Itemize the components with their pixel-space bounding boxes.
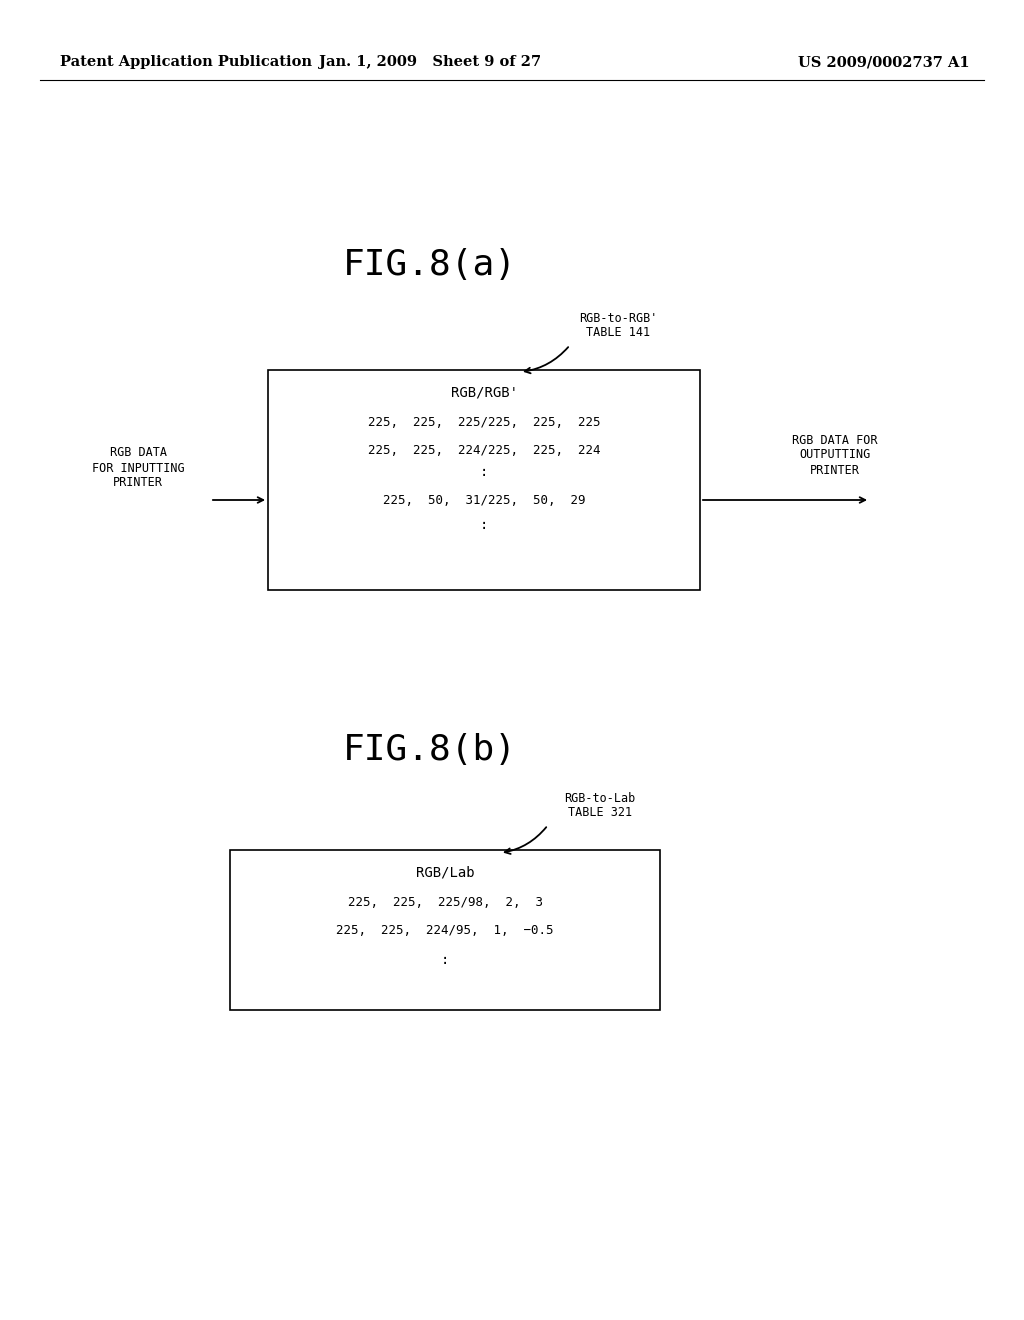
- Text: RGB/Lab: RGB/Lab: [416, 865, 474, 879]
- Text: 225,  225,  224/95,  1,  −0.5: 225, 225, 224/95, 1, −0.5: [336, 924, 554, 936]
- Text: RGB-to-RGB': RGB-to-RGB': [579, 312, 657, 325]
- Text: 225,  225,  225/225,  225,  225: 225, 225, 225/225, 225, 225: [368, 416, 600, 429]
- Text: :: :: [480, 465, 488, 479]
- Text: RGB DATA
FOR INPUTTING
PRINTER: RGB DATA FOR INPUTTING PRINTER: [92, 446, 184, 490]
- Text: TABLE 141: TABLE 141: [586, 326, 650, 339]
- Text: 225,  225,  224/225,  225,  224: 225, 225, 224/225, 225, 224: [368, 444, 600, 457]
- Bar: [268, 370, 700, 590]
- Text: RGB-to-Lab: RGB-to-Lab: [564, 792, 636, 804]
- Text: Patent Application Publication: Patent Application Publication: [60, 55, 312, 69]
- Text: 225,  50,  31/225,  50,  29: 225, 50, 31/225, 50, 29: [383, 494, 586, 507]
- Text: :: :: [440, 953, 450, 968]
- Text: Jan. 1, 2009   Sheet 9 of 27: Jan. 1, 2009 Sheet 9 of 27: [318, 55, 541, 69]
- Text: RGB/RGB': RGB/RGB': [451, 385, 517, 400]
- Text: RGB DATA FOR
OUTPUTTING
PRINTER: RGB DATA FOR OUTPUTTING PRINTER: [793, 433, 878, 477]
- Bar: [230, 850, 660, 1010]
- Text: FIG.8(a): FIG.8(a): [343, 248, 517, 282]
- Text: 225,  225,  225/98,  2,  3: 225, 225, 225/98, 2, 3: [347, 895, 543, 908]
- Text: US 2009/0002737 A1: US 2009/0002737 A1: [799, 55, 970, 69]
- Text: :: :: [480, 517, 488, 532]
- Text: FIG.8(b): FIG.8(b): [343, 733, 517, 767]
- Text: TABLE 321: TABLE 321: [568, 807, 632, 820]
